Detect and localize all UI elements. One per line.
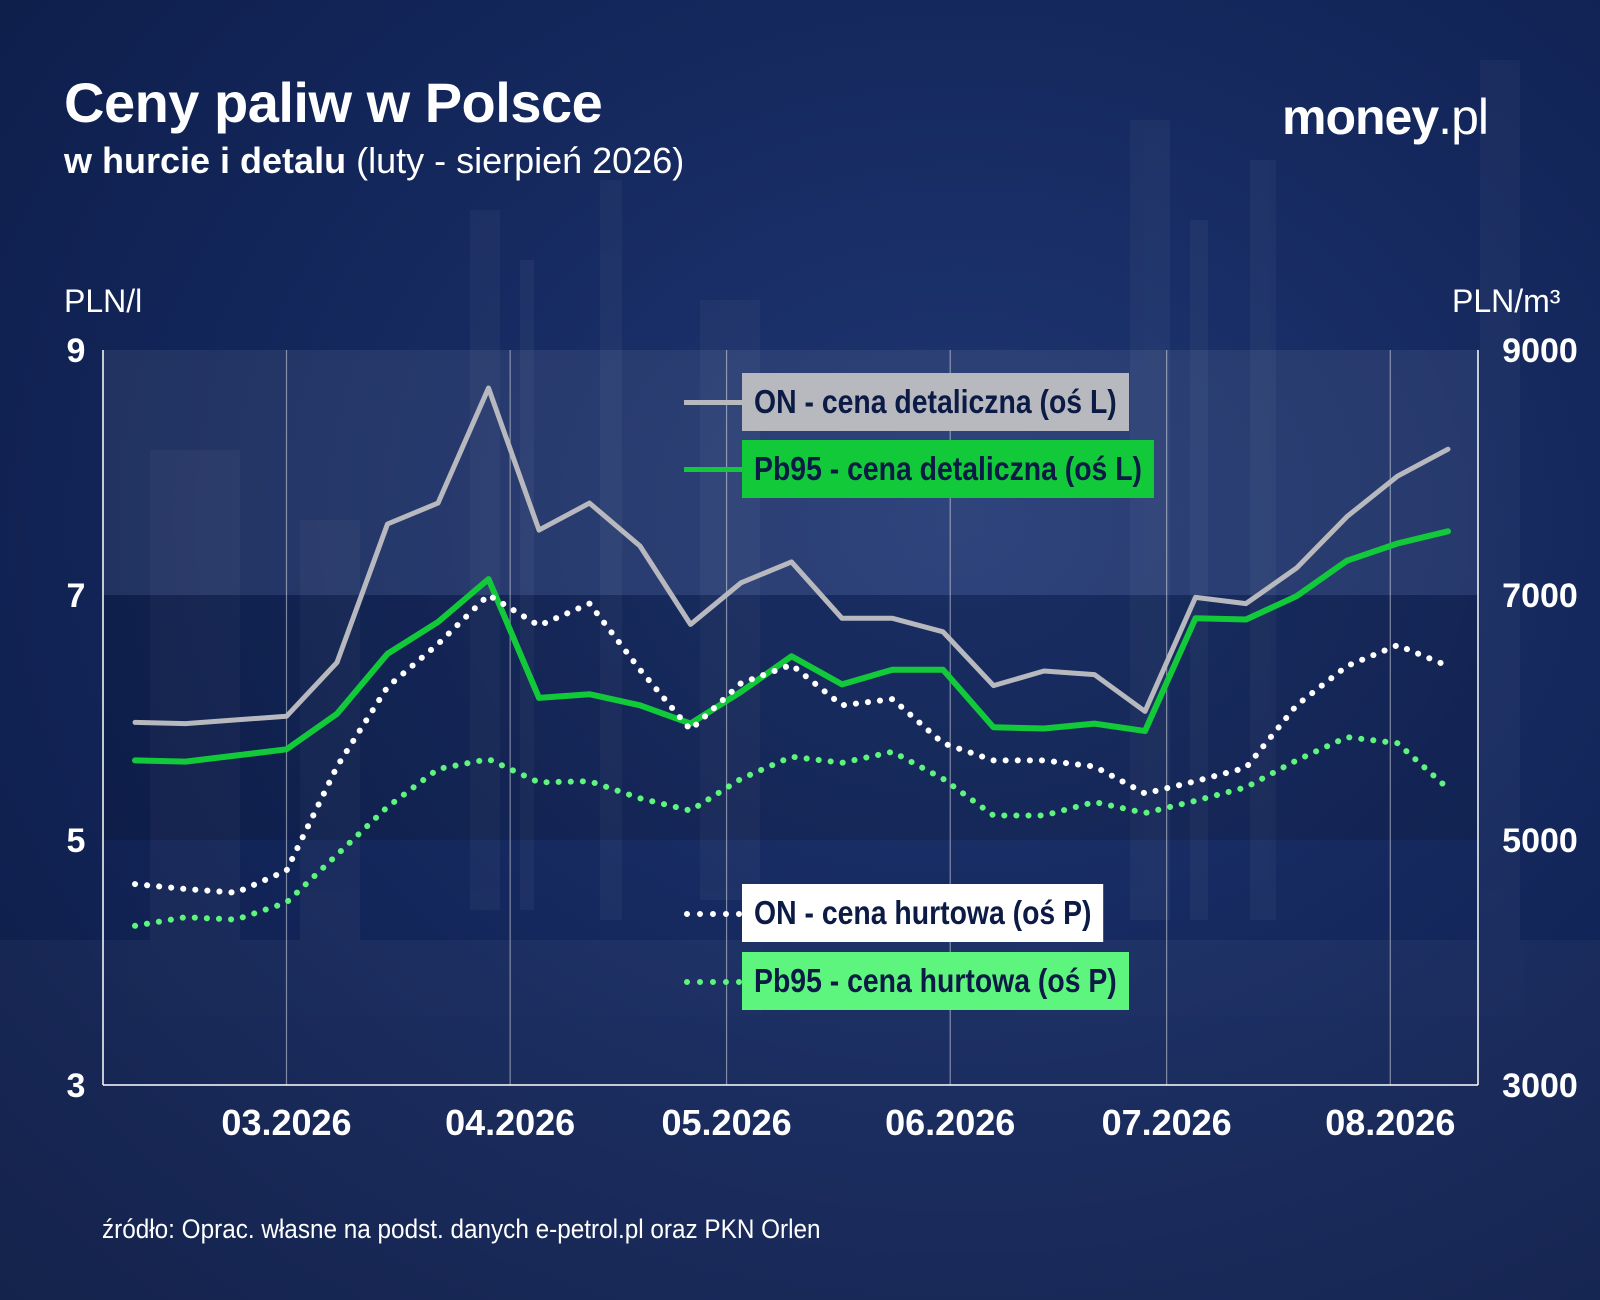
left-tick-label: 5 [67, 822, 86, 860]
subtitle-date-range: (luty - sierpień 2026) [356, 140, 685, 181]
legend-on-wholesale-label: ON - cena hurtowa (oś P) [742, 884, 1104, 942]
brand-name: money [1282, 89, 1439, 145]
plot-band-middle [103, 595, 1478, 840]
left-axis-unit: PLN/l [64, 283, 143, 319]
left-tick-label: 3 [67, 1067, 86, 1105]
x-tick-label: 04.2026 [445, 1102, 575, 1143]
x-tick-label: 08.2026 [1325, 1102, 1455, 1143]
legend-on-wholesale-swatch [684, 911, 742, 917]
brand-suffix: .pl [1438, 89, 1489, 145]
right-tick-label: 9000 [1502, 332, 1578, 370]
right-tick-label: 3000 [1502, 1067, 1578, 1105]
legend-on-retail-swatch [684, 400, 742, 405]
legend-pb95-wholesale-swatch [684, 979, 742, 985]
subtitle-bold: w hurcie i detalu [64, 140, 347, 181]
x-tick-label: 05.2026 [662, 1102, 792, 1143]
series-on-wholesale-line [132, 592, 1451, 896]
legend-pb95-retail-swatch [684, 467, 742, 472]
left-tick-label: 9 [67, 332, 86, 370]
legend-on-retail-label: ON - cena detaliczna (oś L) [742, 373, 1129, 431]
series-pb95-retail-line [132, 528, 1451, 765]
legend-pb95-wholesale-label: Pb95 - cena hurtowa (oś P) [742, 952, 1129, 1010]
series-pb95-wholesale-line [132, 734, 1451, 929]
brand-logo: money.pl [1282, 88, 1489, 146]
right-axis-unit: PLN/m³ [1452, 283, 1561, 319]
legend-pb95-retail-label: Pb95 - cena detaliczna (oś L) [742, 440, 1155, 498]
right-tick-label: 7000 [1502, 577, 1578, 615]
series-on-retail-line [132, 385, 1451, 727]
page-subtitle: w hurcie i detalu (luty - sierpień 2026) [64, 140, 684, 182]
x-tick-label: 06.2026 [885, 1102, 1015, 1143]
right-tick-label: 5000 [1502, 822, 1578, 860]
source-note: źródło: Oprac. własne na podst. danych e… [102, 1214, 821, 1244]
x-tick-label: 07.2026 [1102, 1102, 1232, 1143]
page-title: Ceny paliw w Polsce [64, 71, 603, 134]
x-tick-label: 03.2026 [221, 1102, 351, 1143]
left-tick-label: 7 [67, 577, 86, 615]
